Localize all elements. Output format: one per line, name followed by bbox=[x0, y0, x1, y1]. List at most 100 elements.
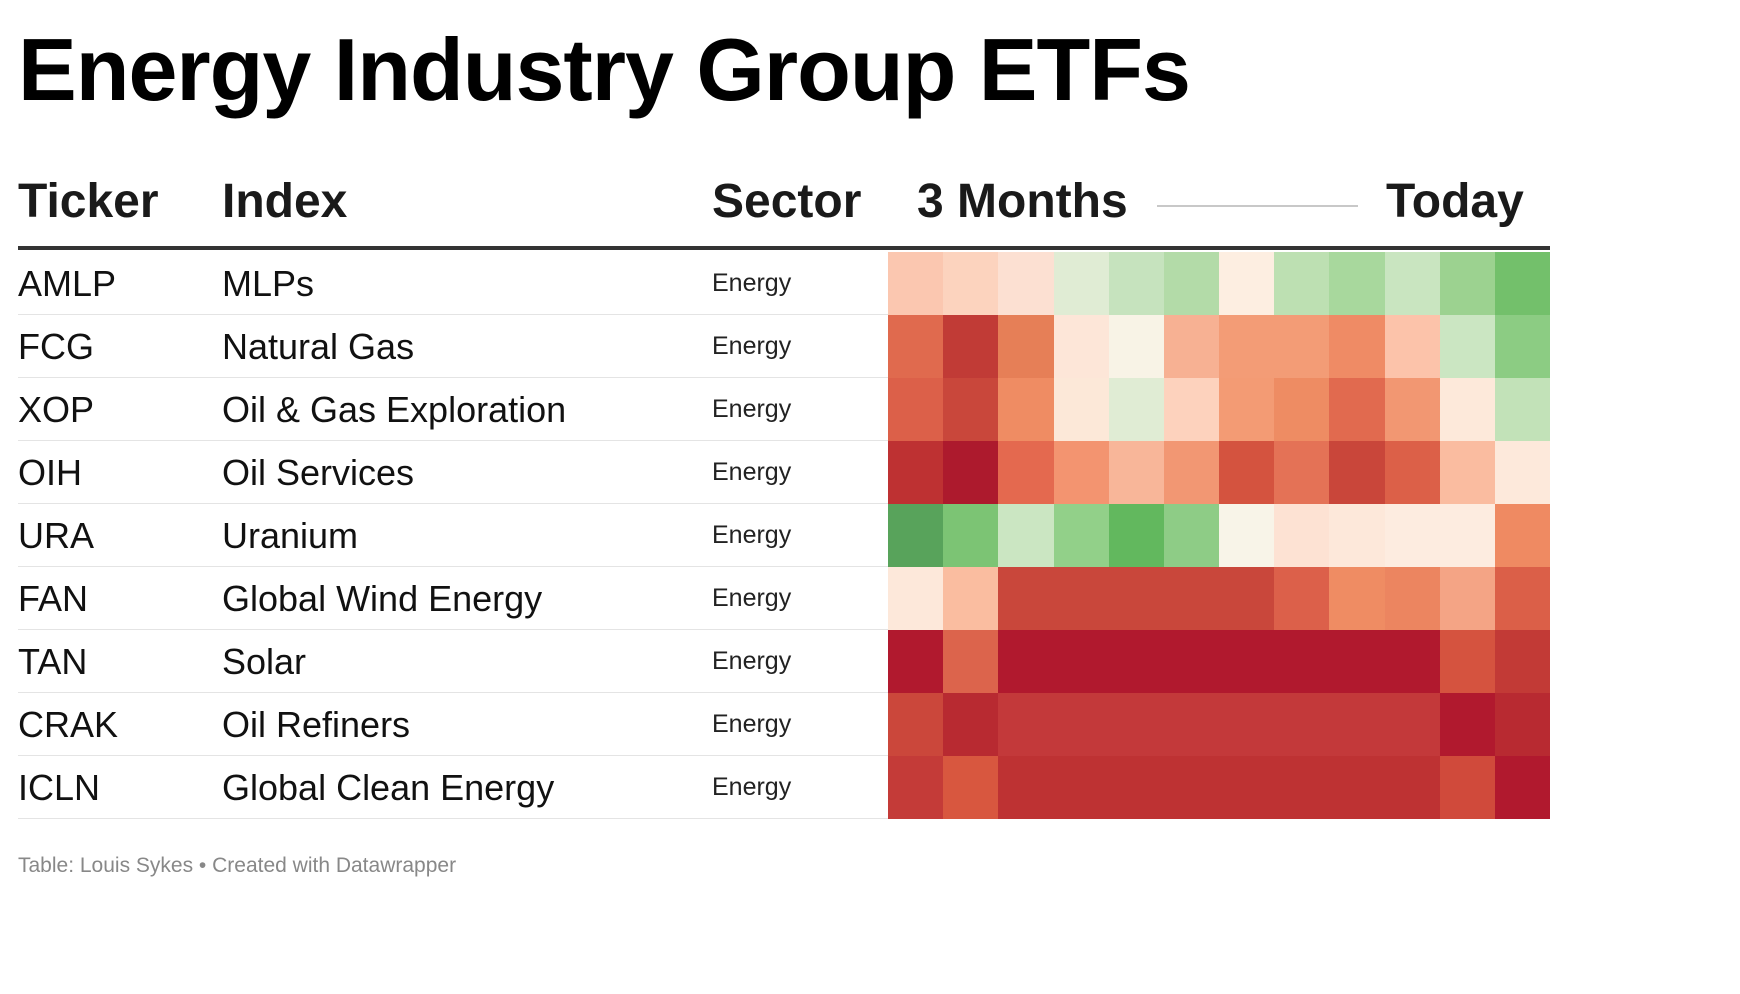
heatmap-cell-amlp-2[interactable] bbox=[998, 252, 1054, 315]
heatmap-cell-icln-0[interactable] bbox=[888, 756, 943, 819]
heatmap-cell-crak-6[interactable] bbox=[1219, 693, 1274, 756]
heatmap-cell-tan-8[interactable] bbox=[1329, 630, 1385, 693]
heatmap-cell-fcg-8[interactable] bbox=[1329, 315, 1385, 378]
heatmap-cell-fan-2[interactable] bbox=[998, 567, 1054, 630]
heatmap-cell-ura-4[interactable] bbox=[1109, 504, 1164, 567]
heatmap-cell-tan-1[interactable] bbox=[943, 630, 998, 693]
heatmap-cell-fan-1[interactable] bbox=[943, 567, 998, 630]
heatmap-cell-crak-2[interactable] bbox=[998, 693, 1054, 756]
heatmap-cell-fcg-9[interactable] bbox=[1385, 315, 1440, 378]
heatmap-cell-icln-9[interactable] bbox=[1385, 756, 1440, 819]
heatmap-cell-crak-11[interactable] bbox=[1495, 693, 1550, 756]
heatmap-cell-crak-0[interactable] bbox=[888, 693, 943, 756]
heatmap-cell-xop-6[interactable] bbox=[1219, 378, 1274, 441]
heatmap-cell-amlp-4[interactable] bbox=[1109, 252, 1164, 315]
heatmap-cell-icln-4[interactable] bbox=[1109, 756, 1164, 819]
heatmap-cell-crak-3[interactable] bbox=[1054, 693, 1109, 756]
heatmap-cell-ura-11[interactable] bbox=[1495, 504, 1550, 567]
heatmap-cell-tan-7[interactable] bbox=[1274, 630, 1329, 693]
heatmap-cell-oih-2[interactable] bbox=[998, 441, 1054, 504]
heatmap-cell-icln-5[interactable] bbox=[1164, 756, 1219, 819]
heatmap-cell-xop-11[interactable] bbox=[1495, 378, 1550, 441]
heatmap-cell-fcg-2[interactable] bbox=[998, 315, 1054, 378]
heatmap-cell-fcg-1[interactable] bbox=[943, 315, 998, 378]
heatmap-cell-xop-2[interactable] bbox=[998, 378, 1054, 441]
heatmap-cell-xop-0[interactable] bbox=[888, 378, 943, 441]
heatmap-cell-oih-10[interactable] bbox=[1440, 441, 1495, 504]
heatmap-cell-ura-5[interactable] bbox=[1164, 504, 1219, 567]
heatmap-cell-oih-4[interactable] bbox=[1109, 441, 1164, 504]
heatmap-cell-oih-6[interactable] bbox=[1219, 441, 1274, 504]
heatmap-cell-xop-8[interactable] bbox=[1329, 378, 1385, 441]
heatmap-cell-ura-7[interactable] bbox=[1274, 504, 1329, 567]
heatmap-cell-fcg-6[interactable] bbox=[1219, 315, 1274, 378]
heatmap-cell-ura-3[interactable] bbox=[1054, 504, 1109, 567]
heatmap-cell-xop-10[interactable] bbox=[1440, 378, 1495, 441]
heatmap-cell-fan-7[interactable] bbox=[1274, 567, 1329, 630]
heatmap-cell-icln-6[interactable] bbox=[1219, 756, 1274, 819]
heatmap-cell-crak-8[interactable] bbox=[1329, 693, 1385, 756]
heatmap-cell-amlp-10[interactable] bbox=[1440, 252, 1495, 315]
heatmap-cell-xop-9[interactable] bbox=[1385, 378, 1440, 441]
heatmap-cell-icln-2[interactable] bbox=[998, 756, 1054, 819]
heatmap-cell-fan-8[interactable] bbox=[1329, 567, 1385, 630]
heatmap-cell-amlp-11[interactable] bbox=[1495, 252, 1550, 315]
heatmap-cell-ura-8[interactable] bbox=[1329, 504, 1385, 567]
heatmap-cell-fan-10[interactable] bbox=[1440, 567, 1495, 630]
heatmap-cell-oih-11[interactable] bbox=[1495, 441, 1550, 504]
heatmap-cell-tan-2[interactable] bbox=[998, 630, 1054, 693]
heatmap-cell-crak-4[interactable] bbox=[1109, 693, 1164, 756]
heatmap-cell-tan-4[interactable] bbox=[1109, 630, 1164, 693]
heatmap-cell-fcg-3[interactable] bbox=[1054, 315, 1109, 378]
heatmap-cell-xop-4[interactable] bbox=[1109, 378, 1164, 441]
heatmap-cell-oih-8[interactable] bbox=[1329, 441, 1385, 504]
heatmap-cell-fcg-4[interactable] bbox=[1109, 315, 1164, 378]
heatmap-cell-amlp-5[interactable] bbox=[1164, 252, 1219, 315]
heatmap-cell-xop-3[interactable] bbox=[1054, 378, 1109, 441]
sector-column-header[interactable]: Sector bbox=[712, 175, 862, 228]
heatmap-cell-fan-9[interactable] bbox=[1385, 567, 1440, 630]
heatmap-cell-fan-6[interactable] bbox=[1219, 567, 1274, 630]
heatmap-cell-icln-10[interactable] bbox=[1440, 756, 1495, 819]
heatmap-cell-ura-2[interactable] bbox=[998, 504, 1054, 567]
heatmap-cell-xop-5[interactable] bbox=[1164, 378, 1219, 441]
heatmap-cell-oih-1[interactable] bbox=[943, 441, 998, 504]
heatmap-cell-icln-1[interactable] bbox=[943, 756, 998, 819]
heatmap-cell-crak-7[interactable] bbox=[1274, 693, 1329, 756]
heatmap-cell-icln-8[interactable] bbox=[1329, 756, 1385, 819]
heatmap-cell-ura-9[interactable] bbox=[1385, 504, 1440, 567]
heatmap-cell-oih-3[interactable] bbox=[1054, 441, 1109, 504]
heatmap-cell-xop-7[interactable] bbox=[1274, 378, 1329, 441]
heatmap-cell-fan-5[interactable] bbox=[1164, 567, 1219, 630]
heatmap-cell-fcg-0[interactable] bbox=[888, 315, 943, 378]
heatmap-cell-fcg-7[interactable] bbox=[1274, 315, 1329, 378]
heatmap-cell-tan-5[interactable] bbox=[1164, 630, 1219, 693]
heatmap-cell-oih-0[interactable] bbox=[888, 441, 943, 504]
heatmap-cell-oih-9[interactable] bbox=[1385, 441, 1440, 504]
heatmap-cell-icln-7[interactable] bbox=[1274, 756, 1329, 819]
heatmap-cell-ura-10[interactable] bbox=[1440, 504, 1495, 567]
heatmap-cell-amlp-1[interactable] bbox=[943, 252, 998, 315]
heatmap-cell-amlp-8[interactable] bbox=[1329, 252, 1385, 315]
heatmap-cell-crak-9[interactable] bbox=[1385, 693, 1440, 756]
heatmap-cell-crak-1[interactable] bbox=[943, 693, 998, 756]
heatmap-cell-ura-1[interactable] bbox=[943, 504, 998, 567]
heatmap-cell-oih-7[interactable] bbox=[1274, 441, 1329, 504]
heatmap-cell-icln-3[interactable] bbox=[1054, 756, 1109, 819]
ticker-column-header[interactable]: Ticker bbox=[18, 175, 159, 228]
heatmap-cell-fan-11[interactable] bbox=[1495, 567, 1550, 630]
heatmap-cell-amlp-7[interactable] bbox=[1274, 252, 1329, 315]
heatmap-cell-amlp-3[interactable] bbox=[1054, 252, 1109, 315]
heatmap-cell-tan-3[interactable] bbox=[1054, 630, 1109, 693]
index-column-header[interactable]: Index bbox=[222, 175, 348, 228]
heatmap-cell-ura-0[interactable] bbox=[888, 504, 943, 567]
heatmap-cell-amlp-9[interactable] bbox=[1385, 252, 1440, 315]
heatmap-cell-crak-10[interactable] bbox=[1440, 693, 1495, 756]
heatmap-cell-fcg-5[interactable] bbox=[1164, 315, 1219, 378]
heatmap-cell-xop-1[interactable] bbox=[943, 378, 998, 441]
heatmap-cell-fan-4[interactable] bbox=[1109, 567, 1164, 630]
heatmap-cell-icln-11[interactable] bbox=[1495, 756, 1550, 819]
heatmap-cell-fan-3[interactable] bbox=[1054, 567, 1109, 630]
heatmap-cell-tan-10[interactable] bbox=[1440, 630, 1495, 693]
heatmap-cell-ura-6[interactable] bbox=[1219, 504, 1274, 567]
